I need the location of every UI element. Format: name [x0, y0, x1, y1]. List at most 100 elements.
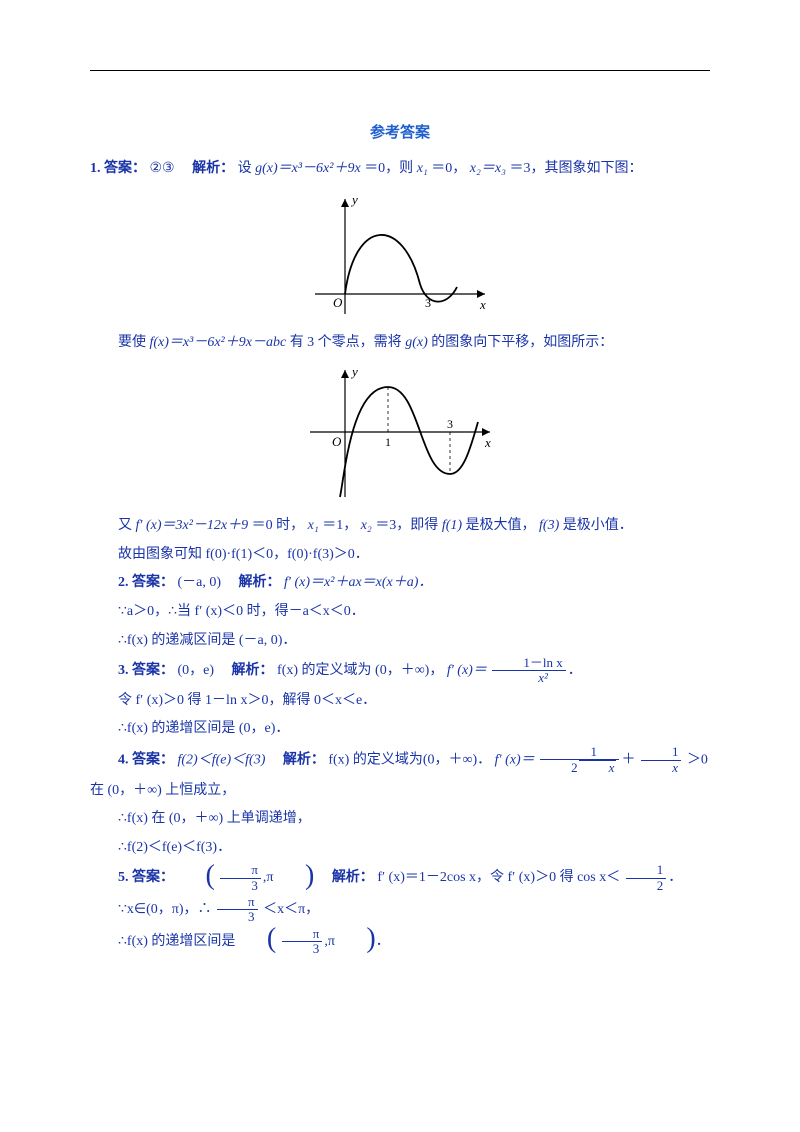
q1-answer: ②③: [150, 161, 175, 176]
q5-three3: 3: [282, 942, 323, 956]
q5-line3: ∴f(x) 的递增区间是 ( π 3 ,π )．: [90, 927, 710, 957]
q1-exp-label: 解析：: [192, 161, 234, 176]
q1-f1: f(1): [442, 518, 462, 533]
q1-t3a: 又: [118, 518, 136, 533]
graph-1-svg: O 3 x y: [305, 189, 495, 319]
q1-gx: g(x): [405, 335, 428, 350]
g1-origin: O: [333, 295, 343, 310]
lparen-icon: (: [178, 863, 215, 889]
q5-line2: ∵x∈(0，π)，∴ π 3 ＜x＜π，: [90, 895, 710, 925]
rparen-icon: ): [277, 863, 314, 889]
q2-answer: (－a, 0): [178, 575, 222, 590]
lparen2-icon: (: [239, 926, 276, 952]
q1-f3: f(3): [539, 518, 559, 533]
q4-frac2: 1 x: [641, 745, 682, 775]
q5-frac-ans: π 3: [220, 863, 261, 893]
q2-e1: f′ (x)＝x²＋ax＝x(x＋a)．: [284, 575, 432, 590]
q2-line1: 2. 答案： (－a, 0) 解析： f′ (x)＝x²＋ax＝x(x＋a)．: [90, 570, 710, 597]
q5-three2: 3: [217, 910, 258, 924]
q1-fp-eq: f′ (x)＝3x²－12x＋9: [136, 518, 249, 533]
q1-t1d: ＝3，其图象如下图：: [509, 161, 642, 176]
q1-x23: x₂＝x₃: [470, 161, 506, 176]
q2-exp-label: 解析：: [239, 575, 281, 590]
q4-den2: x: [641, 761, 682, 775]
q4-frac1: 1 2x: [540, 745, 619, 776]
q1-line4: 故由图象可知 f(0)·f(1)＜0，f(0)·f(3)＞0．: [90, 542, 710, 569]
q3-exp-label: 解析：: [232, 663, 274, 678]
g2-x: x: [484, 435, 491, 450]
q4-num2: 1: [641, 745, 682, 760]
q5-line1: 5. 答案： ( π 3 ,π ) 解析： f′ (x)＝1－2cos x，令 …: [90, 863, 710, 893]
g2-y: y: [350, 364, 358, 379]
q2-line2: ∵a＞0，∴当 f′ (x)＜0 时，得－a＜x＜0．: [90, 599, 710, 626]
q1-t2a: 要使: [118, 335, 150, 350]
q1-t3b: ＝0 时，: [252, 518, 305, 533]
q1-t2c: 的图象向下平移，如图所示：: [431, 335, 613, 350]
q4-line2: ∴f(x) 在 (0，＋∞) 上单调递增，: [90, 806, 710, 833]
q5-l2a: ∵x∈(0，π)，∴: [118, 902, 212, 917]
q5-hn: 1: [626, 863, 667, 878]
q1-line3: 又 f′ (x)＝3x²－12x＋9 ＝0 时， x₁ ＝1， x₂ ＝3，即得…: [90, 513, 710, 540]
q4-line1b: 在 (0，＋∞) 上恒成立，: [90, 778, 710, 805]
q3-line1: 3. 答案： (0，e) 解析： f(x) 的定义域为 (0，＋∞)， f′ (…: [90, 656, 710, 686]
q2-line3: ∴f(x) 的递减区间是 (－a, 0)．: [90, 628, 710, 655]
graph-2-svg: O 1 3 x y: [300, 362, 500, 502]
q1-line2: 要使 f(x)＝x³－6x²＋9x－abc 有 3 个零点，需将 g(x) 的图…: [90, 330, 710, 357]
q1-t1a: 设: [238, 161, 256, 176]
q3-label: 3. 答案：: [118, 663, 174, 678]
rparen2-icon: ): [338, 926, 375, 952]
q1-t3c: ＝1，: [322, 518, 357, 533]
q5-pi2: π: [266, 870, 273, 885]
q1-t3f: 是极小值．: [563, 518, 633, 533]
title: 参考答案: [90, 121, 710, 142]
q1-f-eq: f(x)＝x³－6x²＋9x－abc: [150, 335, 287, 350]
q5-pi5: π: [328, 934, 335, 949]
q4-line3: ∴f(2)＜f(e)＜f(3)．: [90, 835, 710, 862]
q1-label: 1. 答案：: [90, 161, 146, 176]
q5-exp-label: 解析：: [332, 870, 374, 885]
q4-line1: 4. 答案： f(2)＜f(e)＜f(3) 解析： f(x) 的定义域为(0，＋…: [90, 745, 710, 776]
q5-pi4: π: [282, 927, 323, 942]
graph-2: O 1 3 x y: [90, 362, 710, 507]
q5-three1: 3: [220, 879, 261, 893]
g2-tick3: 3: [447, 417, 453, 431]
graph-1: O 3 x y: [90, 189, 710, 324]
q1-x1: x₁: [417, 161, 428, 176]
g1-x: x: [479, 297, 486, 312]
q3-e1a: f(x) 的定义域为 (0，＋∞)，: [277, 663, 443, 678]
q1-t3e: 是极大值，: [466, 518, 536, 533]
q1-t2b: 有 3 个零点，需将: [290, 335, 406, 350]
q3-den: x²: [492, 671, 565, 685]
q4-exp-label: 解析：: [283, 752, 325, 767]
g1-tick3: 3: [425, 296, 431, 310]
q5-pi3: π: [217, 895, 258, 910]
q2-label: 2. 答案：: [118, 575, 174, 590]
q4-answer: f(2)＜f(e)＜f(3): [178, 752, 266, 767]
q3-fp: f′ (x)＝: [447, 663, 487, 678]
g2-tick1: 1: [385, 435, 391, 449]
g1-y: y: [350, 192, 358, 207]
q4-num1: 1: [540, 745, 619, 760]
q5-frac3: π 3: [282, 927, 323, 957]
q1-t1b: ＝0，则: [364, 161, 417, 176]
top-rule: [90, 70, 710, 71]
q3-line3: ∴f(x) 的递增区间是 (0，e)．: [90, 716, 710, 743]
q5-half: 1 2: [626, 863, 667, 893]
q3-frac: 1－ln x x²: [492, 656, 565, 686]
q5-l2b: ＜x＜π，: [263, 902, 319, 917]
q5-frac2: π 3: [217, 895, 258, 925]
q1-t1c: ＝0，: [431, 161, 466, 176]
q5-pi1: π: [220, 863, 261, 878]
q3-line2: 令 f′ (x)＞0 得 1－ln x＞0，解得 0＜x＜e．: [90, 688, 710, 715]
g2-origin: O: [332, 434, 342, 449]
q1-line1: 1. 答案： ②③ 解析： 设 g(x)＝x³－6x²＋9x ＝0，则 x₁ ＝…: [90, 156, 710, 183]
q3-answer: (0，e): [178, 663, 215, 678]
q1-t3d: ＝3，即得: [375, 518, 442, 533]
q5-hd: 2: [626, 879, 667, 893]
q5-e1: f′ (x)＝1－2cos x，令 f′ (x)＞0 得 cos x＜: [377, 870, 620, 885]
q4-label: 4. 答案：: [118, 752, 174, 767]
q1-x2v: x₂: [361, 518, 372, 533]
q4-den1: 2x: [540, 760, 619, 775]
q1-x1v: x₁: [308, 518, 319, 533]
q3-num: 1－ln x: [492, 656, 565, 671]
